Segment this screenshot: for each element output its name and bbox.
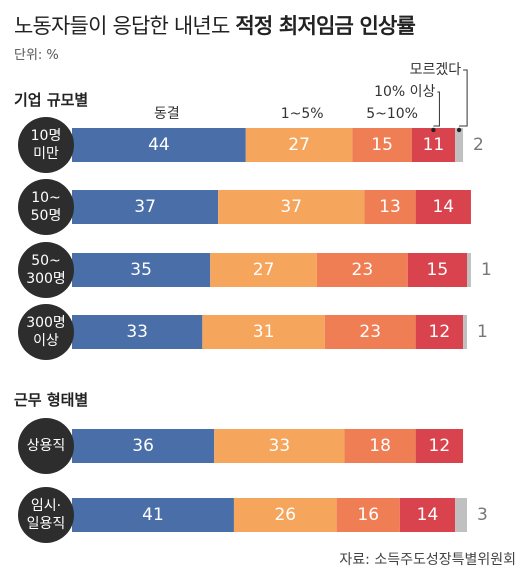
- value-label: 11: [423, 135, 445, 155]
- row-label: 50명: [31, 208, 62, 224]
- bar-segment: [364, 190, 416, 224]
- value-label: 27: [288, 135, 310, 155]
- value-label: 12: [429, 436, 451, 456]
- value-label: 37: [280, 197, 302, 217]
- row-label-pill: [18, 304, 74, 360]
- bar-segment: [415, 429, 464, 463]
- group-title: 기업 규모별: [14, 91, 88, 109]
- legend-label: 모르겠다: [410, 62, 462, 78]
- value-label: 15: [371, 135, 393, 155]
- legend-leader-dot: [456, 127, 462, 133]
- value-label: 33: [269, 436, 291, 456]
- row-label: 10~: [31, 190, 61, 206]
- bar-segment: [72, 190, 219, 224]
- bar-segment: [72, 315, 203, 349]
- legend-leader-line: [433, 91, 440, 127]
- row-label: 300명: [26, 271, 66, 287]
- bar-segment: [455, 128, 464, 162]
- bar-segment: [214, 429, 345, 463]
- row-label: 10명: [31, 128, 62, 144]
- value-label: 23: [352, 260, 374, 280]
- bar-segment: [218, 190, 365, 224]
- bar-segment: [352, 128, 412, 162]
- bar-segment: [72, 128, 246, 162]
- legend-label: 5~10%: [366, 106, 418, 122]
- legend-label: 동결: [154, 106, 180, 122]
- value-label: 14: [417, 505, 439, 525]
- value-label: 41: [142, 505, 164, 525]
- value-label: 18: [369, 436, 391, 456]
- value-label: 2: [473, 135, 484, 155]
- bar-segment: [72, 429, 215, 463]
- bar-segment: [324, 315, 416, 349]
- bar-segment: [336, 498, 400, 532]
- row-label: 미만: [33, 146, 59, 162]
- value-label: 16: [357, 505, 379, 525]
- bar-segment: [72, 253, 211, 287]
- value-label: 27: [253, 260, 275, 280]
- bar-segment: [399, 498, 456, 532]
- value-label: 36: [132, 436, 154, 456]
- value-label: 15: [427, 260, 449, 280]
- row-label-pill: [18, 487, 74, 543]
- bar-segment: [411, 128, 456, 162]
- value-label: 26: [274, 505, 296, 525]
- value-label: 13: [379, 197, 401, 217]
- bar-segment: [233, 498, 337, 532]
- row-label: 상용직: [27, 438, 66, 454]
- bar-segment: [415, 315, 464, 349]
- row-label: 임시·: [31, 498, 61, 514]
- source-note: 자료: 소득주도성장특별위원회: [339, 552, 516, 568]
- unit-label: 단위: %: [14, 48, 59, 63]
- legend-label: 1~5%: [281, 106, 324, 122]
- value-label: 31: [253, 322, 275, 342]
- value-label: 33: [126, 322, 148, 342]
- bar-segment: [344, 429, 416, 463]
- row-label-pill: [18, 242, 74, 298]
- value-label: 3: [477, 505, 488, 525]
- bar-segment: [455, 498, 467, 532]
- row-label: 이상: [33, 333, 59, 349]
- value-label: 1: [477, 322, 488, 342]
- value-label: 37: [134, 197, 156, 217]
- row-label-pill: [18, 117, 74, 173]
- bar-segment: [210, 253, 317, 287]
- chart-title: 노동자들이 응답한 내년도 적정 최저임금 인상률: [14, 10, 416, 40]
- row-label: 300명: [26, 315, 66, 331]
- bar-segment: [245, 128, 353, 162]
- row-label-pill: [18, 179, 74, 235]
- bar-segment: [415, 190, 471, 224]
- value-label: 12: [429, 322, 451, 342]
- value-label: 35: [130, 260, 152, 280]
- value-label: 23: [359, 322, 381, 342]
- bar-segment: [202, 315, 325, 349]
- title-bold: 적정 최저임금 인상률: [235, 14, 416, 38]
- bar-segment: [463, 315, 467, 349]
- legend-label: 10% 이상: [374, 84, 435, 100]
- title-light: 노동자들이 응답한 내년도: [14, 14, 230, 38]
- bar-segment: [316, 253, 408, 287]
- row-label-pill: [18, 418, 74, 474]
- legend-leader-dot: [431, 127, 436, 133]
- bar-segment: [467, 253, 471, 287]
- bar-segment: [72, 498, 234, 532]
- value-label: 14: [432, 197, 454, 217]
- value-label: 44: [148, 135, 170, 155]
- value-label: 1: [481, 260, 492, 280]
- bar-segment: [407, 253, 467, 287]
- group-title: 근무 형태별: [14, 391, 88, 409]
- row-label: 50~: [31, 253, 61, 269]
- row-label: 일용직: [27, 516, 66, 532]
- legend-leader-line: [459, 69, 468, 127]
